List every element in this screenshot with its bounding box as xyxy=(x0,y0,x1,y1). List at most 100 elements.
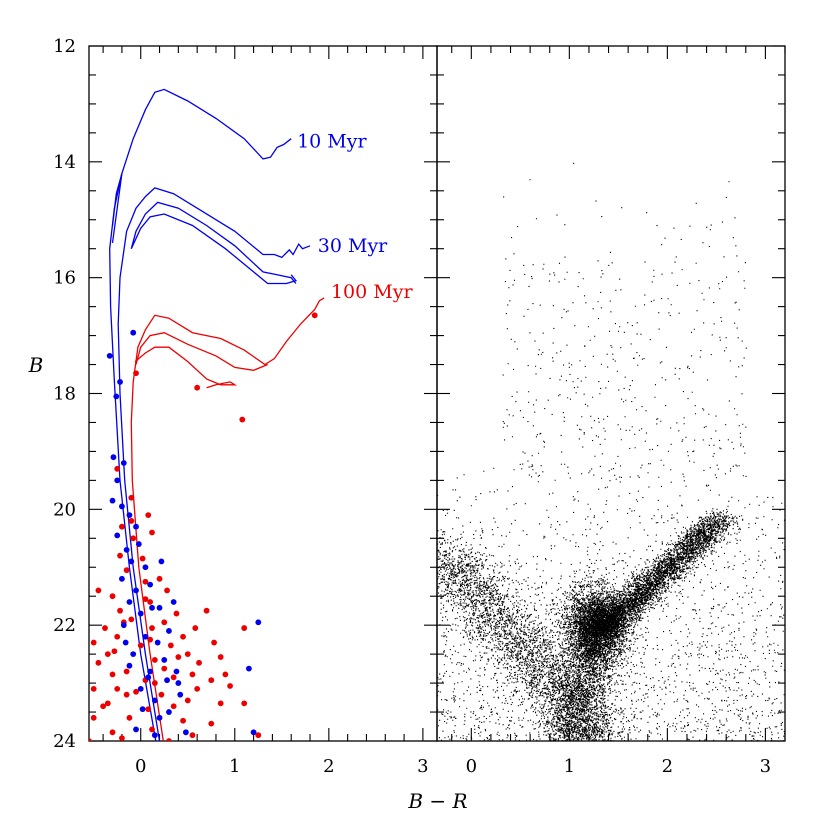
red-star-point xyxy=(145,512,152,519)
red-star-point xyxy=(170,703,177,710)
red-star-point xyxy=(123,668,130,675)
blue-star-point xyxy=(106,352,113,359)
red-star-point xyxy=(208,720,215,727)
y-tick-label: 12 xyxy=(53,36,76,57)
red-star-point xyxy=(95,587,102,594)
cluster-stars xyxy=(89,312,318,741)
blue-star-point xyxy=(122,639,129,646)
red-star-point xyxy=(161,665,168,672)
y-tick-label: 14 xyxy=(53,152,76,173)
blue-star-point xyxy=(142,564,149,571)
left-panel: 10 Myr 30 Myr 100 Myr xyxy=(88,45,438,742)
red-star-point xyxy=(114,465,121,472)
x-tick-label: 0 xyxy=(466,756,477,777)
red-star-point xyxy=(184,651,191,658)
red-star-point xyxy=(217,700,224,707)
red-star-point xyxy=(109,729,116,736)
blue-star-point xyxy=(133,523,139,530)
red-star-point xyxy=(147,599,154,605)
red-star-point xyxy=(123,691,130,698)
red-star-point xyxy=(95,659,102,666)
red-star-point xyxy=(241,700,248,707)
x-axis-tick-labels: 0 1 2 3 0 1 2 3 xyxy=(135,756,771,777)
red-star-point xyxy=(104,700,111,707)
y-tick-label: 18 xyxy=(53,384,76,405)
red-star-point xyxy=(128,494,135,501)
blue-star-point xyxy=(166,709,172,715)
red-star-point xyxy=(89,738,92,741)
red-star-point xyxy=(90,639,97,646)
blue-star-point xyxy=(177,691,184,698)
blue-star-point xyxy=(250,729,257,736)
blue-star-point xyxy=(173,668,180,675)
red-star-point xyxy=(117,552,123,559)
red-star-point xyxy=(130,535,137,542)
red-star-point xyxy=(142,596,149,603)
blue-star-point xyxy=(182,729,189,736)
blue-star-point xyxy=(245,665,252,672)
red-star-point xyxy=(123,567,130,574)
red-star-point xyxy=(192,625,199,631)
red-star-point xyxy=(211,639,217,646)
isochrone-label: 100 Myr xyxy=(331,281,413,303)
red-star-point xyxy=(109,593,116,600)
y-tick-label: 24 xyxy=(53,731,76,752)
y-tick-label: 22 xyxy=(53,615,76,636)
blue-star-point xyxy=(130,329,137,336)
y-tick-label: 20 xyxy=(53,499,76,520)
red-star-point xyxy=(180,717,186,724)
red-star-point xyxy=(170,674,177,681)
blue-star-point xyxy=(120,622,127,629)
x-tick-label: 2 xyxy=(662,756,673,777)
red-star-point xyxy=(114,633,121,640)
red-star-point xyxy=(114,685,121,692)
red-star-point xyxy=(208,677,215,684)
blue-star-point xyxy=(142,633,149,640)
y-axis-label: B xyxy=(28,353,44,377)
red-star-point xyxy=(104,651,111,658)
red-star-point xyxy=(196,659,202,666)
red-star-point xyxy=(161,619,168,626)
blue-star-point xyxy=(166,628,172,634)
blue-star-point xyxy=(154,639,161,646)
x-axis-label: B − R xyxy=(407,789,467,813)
blue-star-point xyxy=(149,604,155,611)
red-star-point xyxy=(166,738,172,741)
red-star-point xyxy=(126,714,133,721)
blue-star-point xyxy=(126,512,133,519)
isochrone-track xyxy=(134,346,238,389)
blue-star-point xyxy=(114,477,121,484)
blue-star-point xyxy=(161,657,168,663)
x-tick-label: 3 xyxy=(417,756,428,777)
isochrone-line xyxy=(117,187,311,741)
isochrone-label: 30 Myr xyxy=(318,235,388,257)
blue-star-point xyxy=(133,726,139,733)
blue-star-point xyxy=(156,604,163,611)
red-star-point xyxy=(184,697,191,704)
blue-star-point xyxy=(119,575,125,582)
red-star-point xyxy=(158,691,165,698)
blue-star-point xyxy=(164,677,170,684)
red-star-point xyxy=(173,610,180,617)
red-star-point xyxy=(227,683,233,689)
blue-star-point xyxy=(147,581,154,588)
x-tick-label: 0 xyxy=(135,756,146,777)
red-star-point xyxy=(241,625,248,631)
y-tick-label: 16 xyxy=(53,268,76,289)
right-panel xyxy=(436,45,786,742)
red-star-point xyxy=(139,555,146,562)
red-star-point xyxy=(175,654,182,660)
red-star-point xyxy=(147,636,154,643)
field-star-points xyxy=(437,162,785,741)
blue-star-point xyxy=(158,558,165,565)
red-star-point xyxy=(151,657,158,663)
blue-star-point xyxy=(126,662,133,669)
red-star-point xyxy=(167,642,174,649)
blue-star-point xyxy=(114,532,121,539)
red-star-point xyxy=(145,706,152,713)
red-star-point xyxy=(90,685,97,692)
blue-star-point xyxy=(113,393,120,400)
blue-star-point xyxy=(145,674,152,681)
isochrone-track xyxy=(135,332,268,371)
